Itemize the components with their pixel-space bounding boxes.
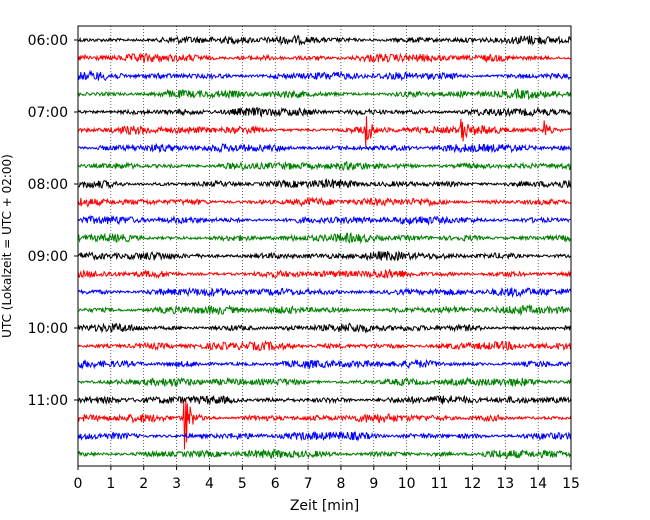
x-tick-label: 2 bbox=[139, 476, 148, 492]
y-axis-ticks: 06:00 07:00 08:00 09:00 10:00 11:00 bbox=[28, 33, 78, 409]
x-tick-label: 15 bbox=[562, 476, 580, 492]
trace-line bbox=[77, 286, 572, 298]
trace-line bbox=[77, 232, 572, 245]
x-tick-label: 3 bbox=[172, 476, 181, 492]
trace-line bbox=[77, 250, 572, 262]
y-tick-label: 09:00 bbox=[28, 249, 68, 265]
x-tick-label: 13 bbox=[496, 476, 514, 492]
trace-line bbox=[77, 160, 572, 172]
y-tick-label: 08:00 bbox=[28, 177, 68, 193]
x-tick-label: 11 bbox=[431, 476, 449, 492]
x-tick-label: 12 bbox=[463, 476, 481, 492]
trace-line bbox=[77, 116, 572, 147]
trace-line bbox=[77, 142, 572, 154]
x-tick-label: 5 bbox=[238, 476, 247, 492]
y-tick-label: 11:00 bbox=[28, 393, 68, 409]
trace-line bbox=[77, 196, 572, 208]
trace-line bbox=[77, 69, 572, 82]
trace-line bbox=[77, 394, 572, 406]
y-axis-title: UTC (Lokalzeit = UTC + 02:00) bbox=[0, 154, 14, 338]
trace-line bbox=[77, 106, 572, 118]
x-tick-label: 10 bbox=[398, 476, 416, 492]
x-axis-title: Zeit [min] bbox=[290, 498, 359, 514]
y-tick-label: 10:00 bbox=[28, 321, 68, 337]
y-tick-label: 06:00 bbox=[28, 33, 68, 49]
x-tick-label: 6 bbox=[271, 476, 280, 492]
trace-line bbox=[77, 268, 572, 280]
trace-line bbox=[77, 358, 572, 370]
trace-line bbox=[77, 214, 572, 226]
x-tick-label: 9 bbox=[369, 476, 378, 492]
trace-line bbox=[77, 322, 572, 334]
x-tick-label: 14 bbox=[529, 476, 547, 492]
trace-line bbox=[77, 178, 572, 190]
trace-line bbox=[77, 88, 572, 101]
x-axis-ticks: 0 1 2 3 4 5 6 7 8 9 10 11 12 13 14 15 bbox=[74, 466, 580, 492]
trace-line bbox=[77, 304, 572, 317]
grid-lines bbox=[110, 26, 539, 466]
trace-line bbox=[77, 339, 572, 352]
trace-line bbox=[77, 430, 572, 442]
x-tick-label: 8 bbox=[336, 476, 345, 492]
x-tick-label: 7 bbox=[304, 476, 313, 492]
x-tick-label: 1 bbox=[106, 476, 115, 492]
y-tick-label: 07:00 bbox=[28, 105, 68, 121]
trace-line bbox=[77, 376, 572, 388]
trace-line bbox=[77, 34, 572, 47]
x-tick-label: 0 bbox=[74, 476, 83, 492]
x-tick-label: 4 bbox=[205, 476, 214, 492]
trace-line bbox=[77, 52, 572, 64]
trace-line bbox=[77, 448, 572, 460]
seismogram-traces bbox=[77, 34, 572, 460]
trace-line bbox=[77, 400, 572, 450]
plot-frame bbox=[77, 25, 572, 467]
